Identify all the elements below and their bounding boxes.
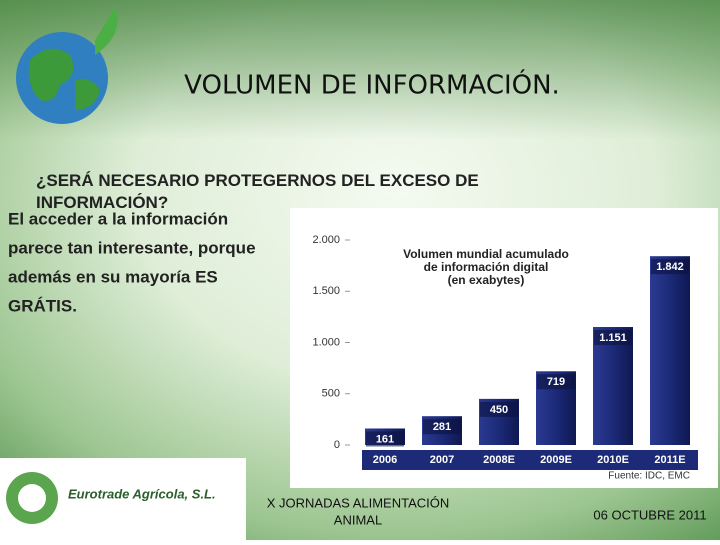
value-label: 450 xyxy=(490,404,508,416)
globe-icon xyxy=(16,4,118,124)
logo-leaf xyxy=(6,472,58,524)
bar xyxy=(593,327,633,445)
value-label: 161 xyxy=(376,433,394,445)
body-line: además en su mayoría ES xyxy=(8,267,218,286)
x-tick-label: 2006 xyxy=(373,454,397,466)
x-tick-label: 2007 xyxy=(430,454,454,466)
x-tick-label: 2011E xyxy=(654,454,685,466)
question-box: ¿SERÁ NECESARIO PROTEGERNOS DEL EXCESO D… xyxy=(36,171,479,212)
y-tick-label: 2.000 xyxy=(312,234,340,246)
chart-title: Volumen mundial acumulado xyxy=(403,247,569,261)
x-tick-label: 2009E xyxy=(540,454,572,466)
value-label-box xyxy=(594,330,632,346)
value-label: 719 xyxy=(547,376,565,388)
x-tick-label: 2008E xyxy=(483,454,515,466)
value-label-box xyxy=(366,431,404,447)
y-tick-label: 500 xyxy=(322,388,340,400)
y-tick-label: 1.500 xyxy=(312,285,340,297)
chart-title: de información digital xyxy=(424,260,549,274)
value-label-box xyxy=(537,374,575,390)
category-band xyxy=(362,450,698,470)
y-tick-label: 1.000 xyxy=(312,336,340,348)
background-top xyxy=(0,0,720,140)
value-label-box xyxy=(423,419,461,435)
event-line: X JORNADAS ALIMENTACIÓN xyxy=(267,495,450,510)
x-tick-label: 2010E xyxy=(597,454,629,466)
event-line: ANIMAL xyxy=(334,512,382,527)
bar xyxy=(650,256,690,445)
value-label-box xyxy=(651,259,689,275)
value-label: 281 xyxy=(433,421,451,433)
value-label-box xyxy=(480,401,518,417)
y-tick-label: 0 xyxy=(334,439,340,451)
body-text: El acceder a la información parece tan in… xyxy=(8,209,256,315)
body-line: GRÁTIS. xyxy=(8,296,77,315)
date: 06 OCTUBRE 2011 xyxy=(593,507,706,522)
question: ¿SERÁ NECESARIO PROTEGERNOS DEL EXCESO D… xyxy=(36,171,479,212)
body-line: El acceder a la información xyxy=(8,209,228,228)
chart-title: (en exabytes) xyxy=(448,273,525,287)
body-line: parece tan interesante, porque xyxy=(8,238,256,257)
value-label: 1.151 xyxy=(599,332,627,344)
chart-source: Fuente: IDC, EMC xyxy=(608,471,690,482)
slide-title: VOLUMEN DE INFORMACIÓN. xyxy=(184,69,560,101)
value-label: 1.842 xyxy=(656,261,684,273)
company-name: Eurotrade Agrícola, S.L. xyxy=(68,486,216,501)
